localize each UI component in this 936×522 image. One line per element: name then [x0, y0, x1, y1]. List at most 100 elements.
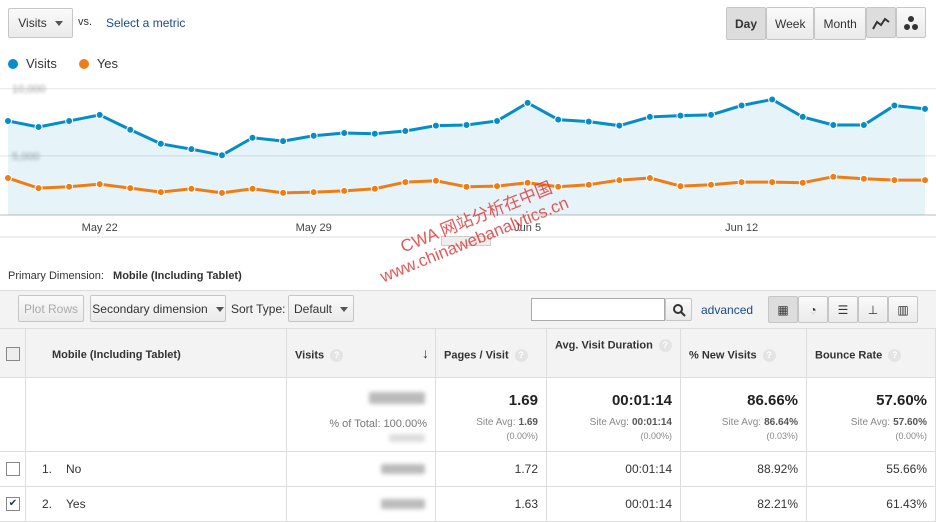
view-buttons: ▦ ◔ ☰ ⊥ ▥ [768, 296, 918, 323]
point [493, 116, 502, 125]
help-icon: ? [658, 339, 672, 352]
column-header[interactable]: Pages / Visit [444, 349, 509, 362]
point [187, 184, 196, 193]
point [584, 117, 593, 126]
point [248, 184, 257, 193]
column-header[interactable]: Avg. Visit Duration [555, 339, 653, 352]
point [584, 180, 593, 189]
point [798, 112, 807, 121]
pie-view-button[interactable]: ◔ [798, 296, 828, 323]
pivot-view-button[interactable]: ▥ [888, 296, 918, 323]
sort-type-dropdown[interactable]: Default [288, 295, 354, 322]
row-value: 1.63 [514, 497, 538, 511]
point [431, 121, 440, 130]
help-icon: ? [514, 349, 528, 362]
row-value: 00:01:14 [625, 497, 672, 511]
point [676, 182, 685, 191]
table-cell: 00:01:14 [547, 487, 681, 522]
table-cell: 61.43% [807, 487, 936, 522]
primary-dimension-label: Primary Dimension: [8, 270, 104, 282]
column-header[interactable]: Mobile (Including Tablet) [52, 349, 181, 361]
point [523, 178, 532, 187]
site-avg-value: 1.69 [518, 417, 538, 428]
metric-dropdown[interactable]: Visits [8, 8, 73, 38]
point [370, 129, 379, 138]
select-all-checkbox[interactable] [6, 347, 20, 361]
comparison-view-button[interactable]: ⊥ [858, 296, 888, 323]
site-avg-value: 57.60% [893, 417, 927, 428]
bar-view-button[interactable]: ☰ [828, 296, 858, 323]
point [737, 178, 746, 187]
secondary-dimension-dropdown[interactable]: Secondary dimension [90, 295, 226, 322]
legend-swatch [78, 58, 89, 69]
plot-rows-button[interactable]: Plot Rows [18, 295, 84, 322]
pct-of-total: % of Total: 100.00% [329, 418, 427, 430]
site-avg-diff: (0.00%) [506, 431, 538, 441]
site-avg: Site Avg: 00:01:14 [555, 417, 672, 428]
help-icon: ? [762, 349, 776, 362]
period-button[interactable]: Day [726, 7, 767, 40]
point [493, 182, 502, 191]
row-value: 61.43% [886, 497, 927, 511]
point [523, 98, 532, 107]
site-avg-diff: (0.00%) [640, 431, 672, 441]
site-avg-diff: (0.00%) [895, 431, 927, 441]
point [217, 151, 226, 160]
advanced-link[interactable]: advanced [701, 303, 754, 317]
data-table: Mobile (Including Tablet) Visits? ↓ Pages /… [0, 328, 936, 522]
search-button[interactable] [665, 298, 692, 321]
column-header[interactable]: Visits [295, 349, 325, 362]
point [370, 184, 379, 193]
row-checkbox[interactable] [6, 462, 20, 476]
row-value: 82.21% [757, 497, 798, 511]
search-input[interactable] [531, 298, 665, 321]
period-button[interactable]: Month [814, 7, 866, 40]
point [921, 104, 929, 113]
site-avg: Site Avg: 1.69 [444, 417, 538, 428]
row-name[interactable]: Yes [66, 497, 86, 511]
column-header[interactable]: % New Visits [689, 349, 757, 362]
visits-blurred [381, 464, 425, 474]
point [401, 178, 410, 187]
site-avg-value: 86.64% [764, 417, 798, 428]
line-chart-button[interactable] [866, 7, 896, 38]
point [156, 139, 165, 148]
sort-type-label: Sort Type: [231, 302, 286, 316]
point [34, 184, 43, 193]
table-view-button[interactable]: ▦ [768, 296, 798, 323]
motion-chart-button[interactable] [896, 7, 926, 38]
point [34, 123, 43, 132]
point [645, 112, 654, 121]
point [859, 174, 868, 183]
point [65, 182, 74, 191]
point [859, 120, 868, 129]
point [615, 121, 624, 130]
site-avg-label: Site Avg: [721, 417, 762, 428]
table-cell [0, 378, 26, 452]
y-tick-label: 10,000 [12, 84, 46, 96]
table-cell: 1.69 Site Avg: 1.69 (0.00%) [436, 378, 547, 452]
point [95, 110, 104, 119]
point [4, 116, 12, 125]
row-name[interactable]: No [66, 462, 82, 476]
period-button[interactable]: Week [766, 7, 815, 40]
select-metric-link[interactable]: Select a metric [106, 16, 186, 30]
row-index: 2. [42, 497, 53, 511]
column-header[interactable]: Bounce Rate [815, 349, 883, 362]
site-avg-label: Site Avg: [589, 417, 629, 428]
point [126, 184, 135, 193]
point [829, 120, 838, 129]
site-avg-label: Site Avg: [476, 417, 516, 428]
chart-resize-handle[interactable] [441, 236, 491, 246]
row-checkbox[interactable]: ✔ [6, 497, 20, 511]
point [217, 188, 226, 197]
site-avg-label: Site Avg: [850, 417, 891, 428]
x-tick-label: May 22 [82, 222, 118, 234]
table-cell: Visits? ↓ [287, 329, 436, 378]
point [4, 174, 12, 183]
primary-dimension-value[interactable]: Mobile (Including Tablet) [113, 270, 242, 282]
legend-label: Yes [96, 56, 119, 71]
x-tick-label: Jun 12 [725, 222, 758, 234]
site-avg-diff: (0.03%) [766, 431, 798, 441]
